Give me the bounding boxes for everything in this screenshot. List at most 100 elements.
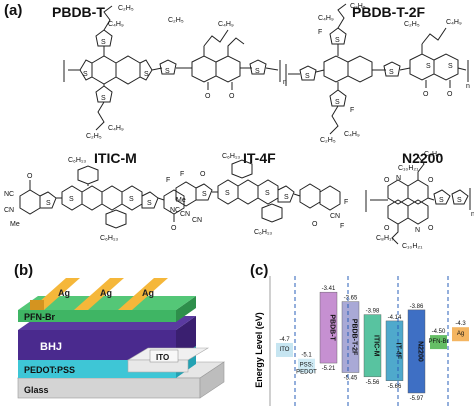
substituent-label: C₄H₉ (218, 21, 234, 28)
n-label: n (283, 79, 287, 86)
y-axis-label: Energy Level (eV) (254, 312, 264, 388)
substituent-label: C₂H₅ (86, 133, 102, 140)
label-pedot: PEDOT:PSS (24, 365, 75, 375)
panel-label-a: (a) (4, 2, 23, 19)
n-label: n (471, 211, 474, 218)
material-label-pss-pedot: PEDOT (296, 370, 317, 376)
atom-label: O (200, 171, 206, 178)
atom-label: F (318, 29, 322, 36)
substituent-label: C₈H₁₇ (376, 235, 394, 242)
atom-label: S (439, 197, 444, 204)
substituent-label: C₂H₅ (404, 21, 420, 28)
level-bar-ag (452, 327, 469, 342)
material-label-ag: Ag (457, 331, 464, 337)
substituent-label: C₄H₉ (108, 125, 124, 132)
atom-label: Me (10, 221, 20, 228)
substituent-label: C₆H₁₃ (100, 235, 118, 242)
value-label-ito: -4.7 (279, 337, 290, 343)
atom-label: N (415, 227, 420, 234)
atom-label: F (166, 177, 170, 184)
atom-label: S (448, 63, 453, 70)
ag-electrodes (30, 278, 168, 310)
panel-label-c: (c) (250, 262, 269, 279)
ag-label-1: Ag (58, 288, 70, 298)
level-bar-pss-pedot (298, 358, 315, 373)
atom-label: N (396, 175, 401, 182)
atom-label: S (457, 197, 462, 204)
material-label-pfn-br: PFN-Br (429, 339, 449, 345)
material-label-pbdb-t: PBDB-T (329, 314, 336, 341)
molecule-name-pbdbt: PBDB-T (52, 4, 105, 20)
atom-label: NC (4, 191, 14, 198)
homo-label-it-4f: -5.66 (388, 384, 402, 390)
atom-label: O (171, 225, 177, 232)
homo-label-itic-m: -5.56 (366, 380, 380, 386)
atom-label: O (384, 177, 390, 184)
lumo-label-n2200: -3.86 (410, 304, 424, 310)
panel-label-b: (b) (14, 262, 34, 279)
atom-label: O (428, 225, 434, 232)
atom-label: S (335, 99, 340, 106)
level-bar-pbdb-t (319, 291, 338, 364)
atom-label: S (147, 200, 152, 207)
material-label-it-4f: IT-4F (395, 343, 402, 360)
label-bhj: BHJ (40, 341, 62, 353)
substituent-label: C₈H₁₇ (424, 151, 442, 158)
atom-label: Me (176, 197, 186, 204)
atom-label: S (305, 73, 310, 80)
atom-label: S (46, 200, 51, 207)
atom-label: S (101, 39, 106, 46)
homo-label-n2200: -5.97 (410, 396, 424, 402)
atom-label: S (83, 71, 88, 78)
n-label: n (466, 83, 470, 90)
molecule-name-it4f: IT-4F (243, 150, 276, 166)
substituent-label: C₄H₉ (446, 19, 462, 26)
material-label-n2200: N2200 (417, 341, 424, 362)
layer-pfnbr (18, 310, 176, 322)
material-label-pbdb-t-2f: PBDB-T-2F (351, 319, 358, 356)
atom-label: NC (170, 207, 180, 214)
substituent-label: C₂H₅ (118, 5, 134, 12)
material-label-pss-pedot: PSS: (300, 363, 314, 369)
atom-label: S (69, 196, 74, 203)
substituent-label: C₂H₅ (350, 3, 366, 10)
atom-label: F (340, 223, 344, 230)
value-label-pss-pedot: -5.1 (301, 353, 312, 359)
atom-label: S (225, 190, 230, 197)
atom-label: O (312, 221, 318, 228)
atom-label: O (447, 91, 453, 98)
substituent-label: C₆H₁₃ (254, 229, 272, 236)
atom-label: S (144, 71, 149, 78)
atom-label: O (229, 93, 235, 100)
atom-label: F (180, 171, 184, 178)
atom-label: O (428, 177, 434, 184)
atom-label: O (27, 173, 33, 180)
atom-label: CN (4, 207, 14, 214)
molecule-name-n2200: N2200 (402, 150, 444, 166)
atom-label: S (265, 190, 270, 197)
atom-label: S (129, 196, 134, 203)
material-label-itic-m: ITIC-M (373, 335, 380, 357)
substituent-label: C₁₀H₂₁ (402, 243, 423, 250)
level-bar-ito (276, 342, 293, 357)
label-pfnbr: PFN-Br (24, 312, 55, 322)
level-bar-it-4f (385, 320, 404, 381)
atom-label: S (389, 69, 394, 76)
level-bar-pbdb-t-2f (341, 301, 360, 373)
level-bar-n2200 (407, 309, 426, 394)
atom-label: F (344, 199, 348, 206)
atom-label: S (255, 68, 260, 75)
substituent-label: C₂H₅ (320, 137, 336, 144)
energy-level-chart: Energy Level (eV) -4.7 ITO -5.1 PSS:PEDOT -3… (254, 276, 469, 406)
substituent-label: C₁₀H₂₁ (398, 165, 419, 172)
molecule-name-pbdbt2f: PBDB-T-2F (352, 4, 426, 20)
label-glass: Glass (24, 385, 49, 395)
material-label-ito: ITO (280, 347, 290, 353)
substituent-label: C₄H₉ (108, 21, 124, 28)
ag-label-3: Ag (142, 288, 154, 298)
molecule-name-iticm: ITIC-M (94, 150, 137, 166)
atom-label: S (165, 68, 170, 75)
atom-label: S (426, 63, 431, 70)
atom-label: O (423, 91, 429, 98)
level-bar-itic-m (363, 314, 382, 378)
